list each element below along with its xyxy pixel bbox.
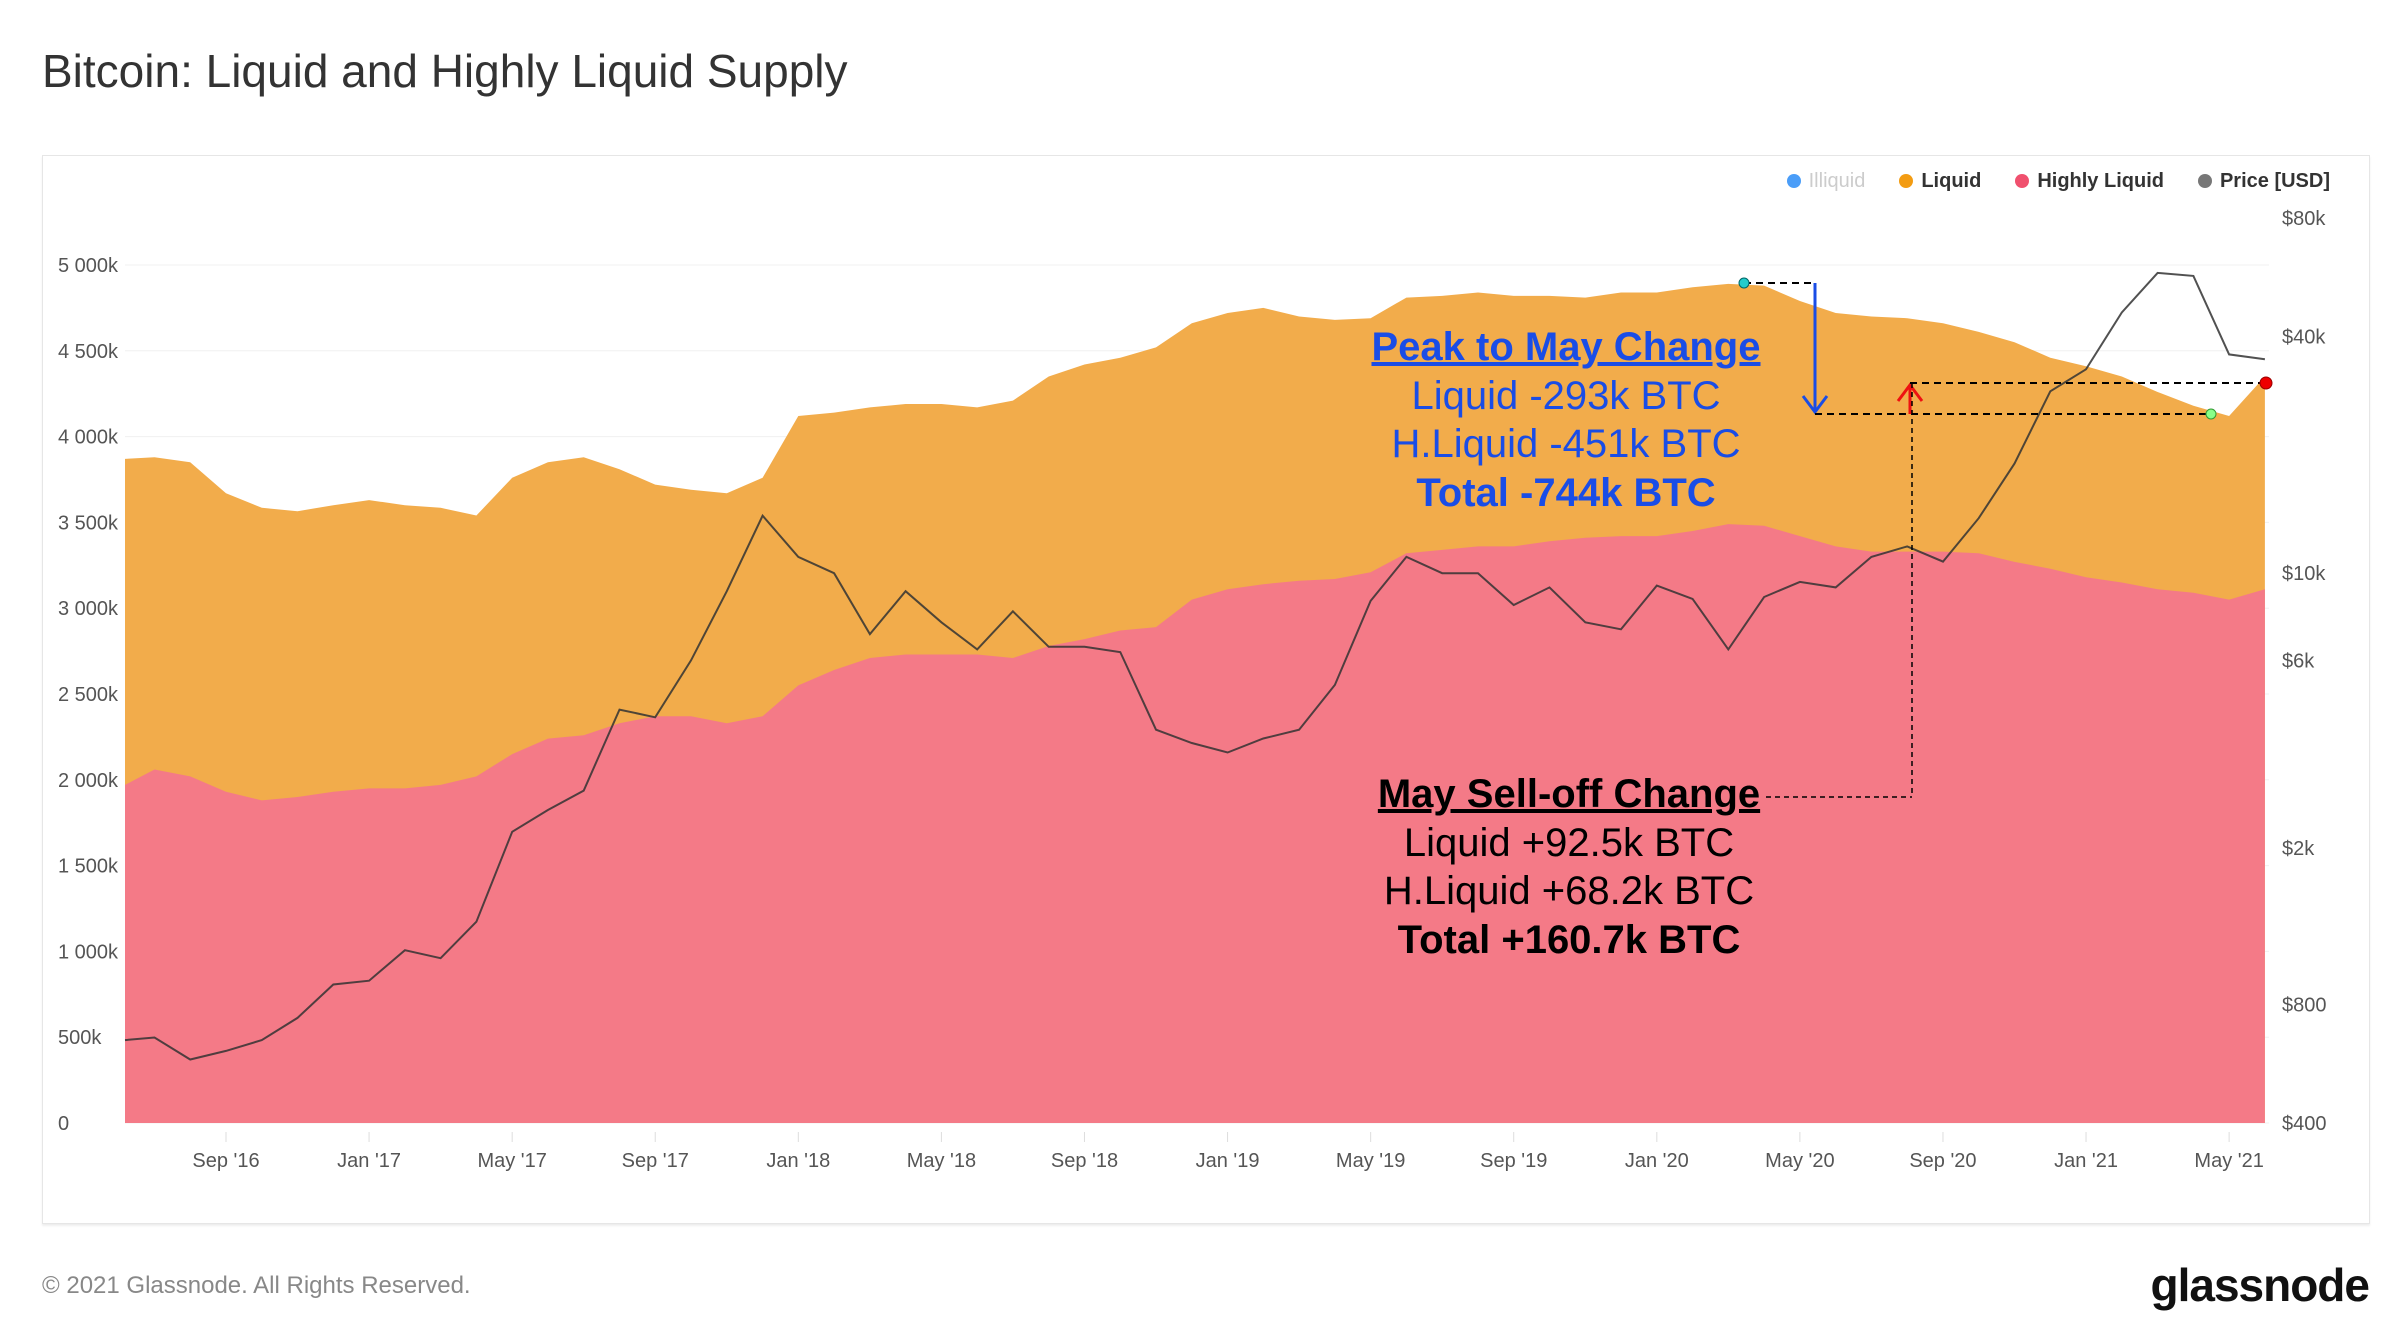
current-dot xyxy=(2259,376,2273,390)
legend: Illiquid Liquid Highly Liquid Price [USD… xyxy=(1786,170,2330,193)
selloff-hliquid: H.Liquid +68.2k BTC xyxy=(1383,869,1755,913)
legend-label: Illiquid xyxy=(1808,170,1866,192)
y-tick-label: 3 500k xyxy=(58,512,119,534)
x-tick-label: Jan '17 xyxy=(337,1150,401,1172)
illiquid-dot-icon xyxy=(1786,174,1801,188)
peak-heading: Peak to May Change xyxy=(1371,325,1761,369)
annotation-marks xyxy=(1738,277,2273,798)
chart-container xyxy=(42,155,2370,1224)
price-dot-icon xyxy=(2197,174,2212,188)
legend-label: Price [USD] xyxy=(2219,170,2330,192)
may-selloff-annotation: May Sell-off Change Liquid +92.5k BTC H.… xyxy=(1219,770,1919,964)
y-tick-label: 2 000k xyxy=(58,770,119,792)
x-tick-label: Sep '19 xyxy=(1480,1150,1547,1172)
y2-tick-label: $40k xyxy=(2282,326,2326,348)
x-tick-label: May '20 xyxy=(1765,1150,1834,1172)
x-tick-label: Sep '16 xyxy=(192,1150,259,1172)
selloff-total: Total +160.7k BTC xyxy=(1397,917,1741,962)
x-tick-label: Sep '20 xyxy=(1909,1150,1976,1172)
x-tick-label: Jan '19 xyxy=(1196,1150,1260,1172)
peak-liquid: Liquid -293k BTC xyxy=(1411,373,1721,418)
y-tick-label: 1 000k xyxy=(58,941,119,963)
peak-total: Total -744k BTC xyxy=(1416,470,1716,515)
x-tick-label: May '17 xyxy=(477,1150,546,1172)
legend-item-illiquid[interactable]: Illiquid xyxy=(1786,170,1866,193)
x-tick-label: May '18 xyxy=(907,1150,976,1172)
copyright: © 2021 Glassnode. All Rights Reserved. xyxy=(42,1272,471,1299)
y-tick-label: 0 xyxy=(58,1113,69,1135)
chart-title: Bitcoin: Liquid and Highly Liquid Supply xyxy=(42,45,848,97)
glassnode-logo[interactable]: glassnode xyxy=(2150,1259,2370,1311)
y2-tick-label: $6k xyxy=(2282,650,2315,672)
legend-item-highly-liquid[interactable]: Highly Liquid xyxy=(2015,170,2164,193)
y2-tick-label: $400 xyxy=(2282,1113,2327,1135)
x-tick-label: Jan '21 xyxy=(2054,1150,2118,1172)
selloff-liquid: Liquid +92.5k BTC xyxy=(1403,820,1735,865)
peak-to-may-annotation: Peak to May Change Liquid -293k BTC H.Li… xyxy=(1216,323,1916,517)
down-arrow-icon xyxy=(1801,395,1829,415)
y-tick-label: 4 500k xyxy=(58,341,119,363)
y-tick-label: 500k xyxy=(58,1027,102,1049)
highly-liquid-dot-icon xyxy=(2015,174,2030,188)
y2-tick-label: $800 xyxy=(2282,995,2327,1017)
legend-item-price[interactable]: Price [USD] xyxy=(2197,170,2330,193)
peak-dot xyxy=(1738,277,1750,289)
y-tick-label: 2 500k xyxy=(58,684,119,706)
y2-tick-label: $2k xyxy=(2282,838,2315,860)
highly-liquid-area xyxy=(125,524,2265,1123)
x-tick-label: May '21 xyxy=(2194,1150,2263,1172)
liquid-dot-icon xyxy=(1899,174,1914,188)
peak-hliquid: H.Liquid -451k BTC xyxy=(1391,422,1741,466)
x-tick-label: Sep '17 xyxy=(622,1150,689,1172)
y-tick-label: 4 000k xyxy=(58,427,119,449)
x-tick-label: May '19 xyxy=(1336,1150,1405,1172)
legend-item-liquid[interactable]: Liquid xyxy=(1899,170,1981,193)
x-tick-label: Jan '20 xyxy=(1625,1150,1689,1172)
y-tick-label: 5 000k xyxy=(58,255,119,277)
x-tick-label: Sep '18 xyxy=(1051,1150,1118,1172)
price-line xyxy=(124,271,2266,1061)
selloff-heading: May Sell-off Change xyxy=(1377,772,1761,816)
legend-label: Liquid xyxy=(1921,170,1982,192)
y-tick-label: 3 000k xyxy=(58,598,119,620)
x-tick-label: Jan '18 xyxy=(766,1150,830,1172)
legend-label: Highly Liquid xyxy=(2037,170,2164,192)
y-tick-label: 1 500k xyxy=(58,856,119,878)
may-low-dot xyxy=(2205,408,2217,420)
y2-tick-label: $10k xyxy=(2282,563,2326,585)
y2-tick-label: $80k xyxy=(2282,208,2326,230)
up-arrow-icon xyxy=(1896,382,1924,402)
